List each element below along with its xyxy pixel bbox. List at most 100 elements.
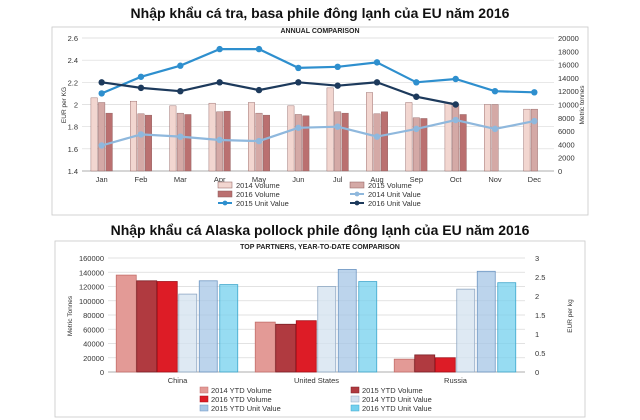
chart1-point: [98, 142, 105, 149]
chart1-subtitle: ANNUAL COMPARISON: [280, 28, 359, 35]
chart1-point: [98, 79, 105, 86]
chart1-point: [137, 84, 145, 92]
chart1-point: [177, 133, 184, 140]
chart1-bar: [530, 108, 538, 172]
chart1-point: [452, 101, 459, 108]
chart1-bar: [248, 102, 255, 172]
chart1-point: [334, 63, 341, 71]
chart1-point: [137, 131, 145, 138]
chart1-point: [216, 136, 223, 144]
chart1-point: [373, 133, 381, 140]
chart1-bar: [326, 87, 334, 172]
chart1-point: [413, 125, 420, 133]
chart1-bar: [90, 97, 98, 172]
chart1-xtick-label: Jul: [333, 175, 343, 184]
chart1-xtick-label: Jun: [292, 175, 304, 184]
chart2-ytick-label: 100000: [79, 297, 104, 306]
chart1-y2tick-label: 12000: [558, 87, 579, 96]
chart2-xtick-label: Russia: [444, 376, 468, 385]
chart1-bar: [341, 112, 349, 172]
chart1-xtick-label: Apr: [214, 175, 226, 184]
chart1-point: [137, 73, 145, 80]
chart2-legend-label: 2016 YTD Unit Value: [362, 404, 432, 413]
chart1-frame: [51, 26, 589, 216]
chart1-point: [216, 45, 223, 53]
chart2-y2tick-label: 2.5: [535, 273, 545, 282]
chart1-y2tick-label: 20000: [558, 34, 579, 43]
chart1-bar: [523, 108, 531, 172]
chart1-point: [216, 79, 223, 86]
chart2-ytick-label: 160000: [79, 254, 104, 263]
chart1-point: [491, 88, 499, 95]
chart2-y2tick-label: 1.5: [535, 311, 545, 320]
chart2-xtick-label: China: [168, 376, 188, 385]
chart2-y2tick-label: 1: [535, 330, 539, 339]
chart1-point: [255, 45, 263, 53]
chart2-y2tick-label: 3: [535, 254, 539, 263]
chart1-series-line: [101, 81, 456, 106]
chart1-ytick-label: 2.6: [68, 34, 78, 43]
chart1-point: [413, 79, 420, 86]
chart1-series-line: [101, 118, 535, 147]
chart1-bar: [176, 112, 184, 172]
chart2-legend-swatch: [199, 386, 209, 394]
chart2-legend-swatch: [199, 395, 209, 403]
chart1-x-ticks: Jan Feb Mar Apr May Jun Jul Aug Sep Oct Nov Dec: [96, 175, 542, 184]
chart1-bar: [381, 111, 388, 172]
chart1-legend-label: 2014 Volume: [236, 181, 280, 190]
chart1-bar: [491, 104, 499, 172]
chart2-ytick-label: 140000: [79, 268, 104, 277]
chart1-xtick-label: Oct: [450, 175, 463, 184]
chart2-bar: [393, 358, 415, 373]
chart1-ylabel: EUR per KG: [61, 87, 68, 123]
chart1-ytick-label: 2.2: [68, 78, 78, 87]
chart2-bar: [317, 286, 337, 373]
chart2-ytick-label: 120000: [79, 283, 104, 292]
chart2-bar: [295, 320, 317, 373]
chart1-point: [491, 125, 499, 133]
chart1-xtick-label: Dec: [528, 175, 542, 184]
chart1-bar: [334, 111, 342, 172]
chart2-y2tick-label: 2: [535, 292, 539, 301]
chart1-xtick-label: Mar: [174, 175, 187, 184]
chart1-y2tick-label: 18000: [558, 47, 579, 56]
chart1-legend-swatch: [217, 181, 233, 189]
chart1-legend-swatch: [349, 181, 365, 189]
chart1-y2label: Metric tonnes: [579, 85, 586, 125]
chart1-y2tick-label: 10000: [558, 101, 579, 110]
chart2-bar: [434, 357, 456, 373]
chart1-bar: [302, 115, 310, 172]
chart2-bar: [136, 280, 158, 373]
chart1-lines: [98, 45, 538, 149]
chart2-x-ticks: China United States Russia: [168, 376, 468, 385]
chart2-bar: [115, 274, 137, 373]
chart1-bar: [373, 113, 381, 172]
chart1-bar: [294, 114, 302, 172]
chart1-legend-marker: [354, 200, 360, 206]
chart1-legend-swatch: [217, 190, 233, 198]
chart1-bar: [184, 114, 192, 172]
chart2-bar: [476, 270, 496, 373]
chart1-xtick-label: May: [252, 175, 266, 184]
chart2-legend-label: 2014 YTD Volume: [211, 386, 272, 395]
chart2-bar: [178, 293, 198, 373]
chart2-legend-label: 2014 YTD Unit Value: [362, 395, 432, 404]
chart1-point: [452, 75, 459, 83]
chart1-legend-marker: [354, 191, 360, 197]
chart1-right-ticks: 0 2000 4000 6000 8000 10000 12000 14000 16000 180…: [558, 34, 579, 176]
chart1-ytick-label: 1.6: [68, 145, 78, 154]
chart1-legend-label: 2015 Volume: [368, 181, 412, 190]
chart1-left-ticks: 1.4 1.6 1.8 2 2.2 2.4 2.6: [68, 34, 78, 176]
chart1-point: [255, 137, 263, 145]
chart1-point: [531, 89, 538, 96]
chart1-legend-label: 2016 Volume: [236, 190, 280, 199]
chart2-bar: [254, 321, 276, 373]
chart1-bar: [484, 104, 491, 172]
chart2-legend-swatch: [350, 404, 360, 412]
chart2-y2label: EUR per kg: [567, 299, 574, 333]
chart2-y2tick-label: 0.5: [535, 349, 545, 358]
chart1-point: [334, 123, 341, 130]
chart1-ytick-label: 1.8: [68, 123, 78, 132]
chart1-bar: [169, 105, 177, 172]
chart2-legend-label: 2016 YTD Volume: [211, 395, 272, 404]
